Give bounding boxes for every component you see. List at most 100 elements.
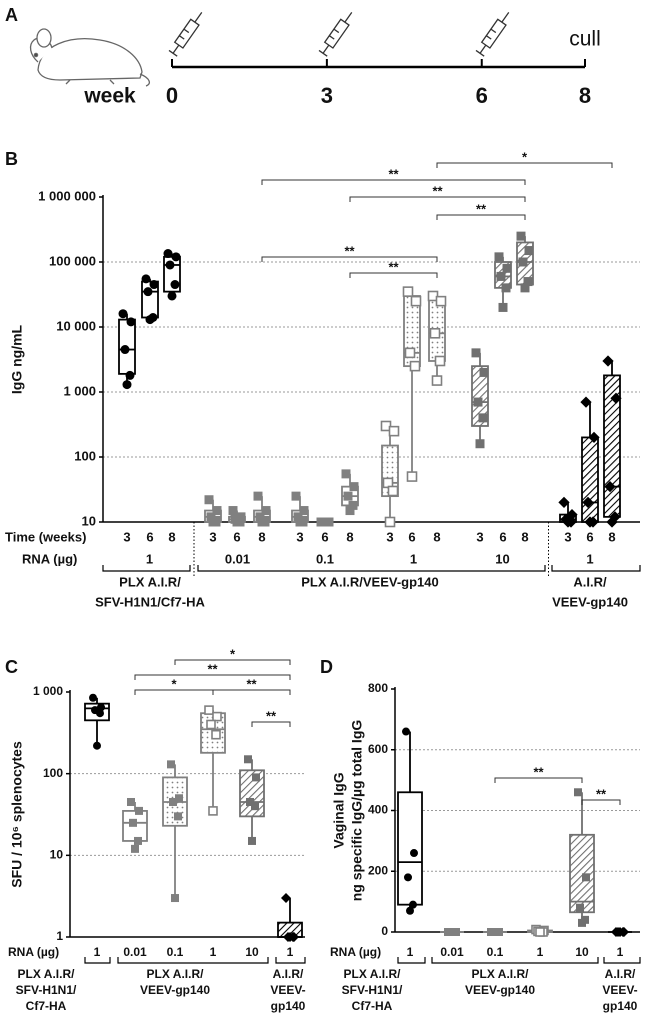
data-point	[299, 506, 309, 516]
group-label: SFV-H1N1/	[16, 983, 77, 997]
significance-bracket	[134, 674, 291, 680]
data-point	[175, 794, 183, 803]
data-point	[281, 893, 291, 904]
data-point	[97, 703, 105, 712]
data-point	[582, 873, 590, 882]
y-tick-label: 1 000	[63, 383, 96, 398]
time-label: 8	[258, 529, 265, 544]
significance-bracket	[174, 659, 291, 665]
data-point	[502, 263, 512, 273]
group-label: gp140	[271, 999, 306, 1013]
rna-label: 1	[407, 945, 414, 959]
panel-label: D	[320, 657, 333, 677]
y-tick-label: 10	[50, 848, 64, 862]
time-label: 3	[209, 529, 216, 544]
row-label: Time (weeks)	[5, 529, 86, 544]
significance-label: *	[230, 646, 236, 661]
data-point	[409, 900, 417, 909]
data-point	[501, 283, 511, 293]
data-point	[604, 481, 616, 493]
time-label: 8	[608, 529, 615, 544]
significance-label: **	[266, 708, 277, 723]
time-label: 3	[476, 529, 483, 544]
data-point	[410, 849, 418, 858]
panel-label: C	[5, 657, 18, 677]
data-point	[120, 345, 130, 355]
group-label: SFV-H1N1/	[342, 983, 403, 997]
data-point	[582, 496, 594, 509]
data-point	[402, 727, 410, 736]
rna-label: 0.01	[440, 945, 464, 959]
data-point	[496, 271, 506, 281]
data-point	[171, 252, 181, 262]
data-point	[610, 392, 622, 404]
data-point	[171, 894, 179, 903]
y-tick-label: 10 000	[56, 318, 96, 333]
time-label: 6	[146, 529, 153, 544]
significance-label: **	[432, 183, 443, 198]
data-point	[320, 517, 330, 527]
data-point	[129, 818, 137, 827]
time-label: 3	[564, 529, 571, 544]
significance-label: **	[388, 259, 399, 274]
rna-label: 0.1	[487, 945, 504, 959]
data-point	[208, 806, 218, 816]
box	[397, 791, 423, 906]
data-point	[584, 516, 596, 528]
data-point	[141, 274, 151, 284]
data-point	[345, 506, 355, 516]
significance-bracket	[261, 256, 438, 262]
data-point	[244, 755, 252, 764]
rna-label: 1	[410, 551, 417, 566]
timeline-tick-label: 6	[476, 83, 488, 108]
y-tick-label: 100 000	[49, 253, 96, 268]
y-tick-label: 1 000	[33, 684, 63, 698]
data-point	[149, 280, 159, 290]
data-point	[208, 517, 218, 527]
rna-label: 10	[495, 551, 509, 566]
data-point	[212, 506, 222, 516]
data-point	[126, 317, 136, 327]
rna-label: 0.01	[123, 945, 147, 959]
time-label: 3	[123, 529, 130, 544]
data-point	[295, 517, 305, 527]
rna-label: 0.1	[167, 945, 184, 959]
significance-label: **	[596, 786, 607, 801]
significance-label: **	[476, 201, 487, 216]
data-point	[248, 836, 256, 845]
data-point	[580, 396, 592, 408]
y-tick-label: 400	[368, 803, 388, 817]
data-point	[429, 327, 441, 339]
row-label: RNA (µg)	[8, 945, 59, 959]
data-point	[89, 693, 97, 702]
group-label: VEEV-	[602, 983, 637, 997]
y-tick-label: 0	[381, 924, 388, 938]
data-point	[448, 928, 456, 936]
data-point	[523, 277, 533, 287]
data-point	[236, 512, 246, 522]
group-bracket	[431, 957, 599, 964]
significance-label: **	[388, 166, 399, 181]
data-point	[387, 485, 399, 497]
data-point	[479, 367, 489, 377]
data-point	[348, 500, 358, 510]
time-label: 8	[521, 529, 528, 544]
rna-label: 1	[537, 945, 544, 959]
data-point	[252, 773, 260, 782]
data-point	[291, 491, 301, 501]
group-label: Cf7-HA	[26, 999, 67, 1013]
data-point	[127, 797, 135, 806]
row-label: RNA (µg)	[22, 551, 77, 566]
rna-label: 10	[575, 945, 589, 959]
timeline-tick-label: 0	[166, 83, 178, 108]
y-axis-title: Vaginal IgG	[331, 772, 347, 848]
time-label: 8	[168, 529, 175, 544]
data-point	[170, 280, 180, 290]
data-point	[518, 257, 528, 267]
data-point	[516, 231, 526, 241]
data-point	[143, 287, 153, 297]
data-point	[228, 506, 238, 516]
data-point	[232, 517, 242, 527]
data-point	[520, 283, 530, 293]
